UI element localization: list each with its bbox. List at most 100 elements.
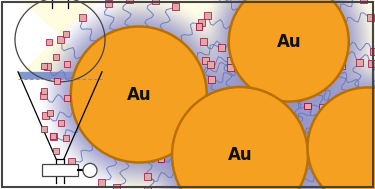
Circle shape <box>292 72 375 189</box>
Bar <box>273 64 280 70</box>
Bar <box>44 63 51 70</box>
Circle shape <box>163 78 317 189</box>
Bar <box>53 148 58 154</box>
Bar <box>319 104 326 111</box>
Bar <box>144 186 151 189</box>
Bar <box>198 19 205 26</box>
Circle shape <box>308 88 375 189</box>
Bar <box>202 57 209 64</box>
Bar <box>287 182 294 189</box>
Circle shape <box>291 71 375 189</box>
Bar <box>126 0 133 3</box>
Circle shape <box>62 18 216 171</box>
Circle shape <box>159 74 321 189</box>
Bar <box>41 125 47 132</box>
Circle shape <box>172 87 308 189</box>
Bar <box>42 164 78 176</box>
Circle shape <box>222 0 356 108</box>
Circle shape <box>224 0 354 107</box>
Circle shape <box>69 25 209 164</box>
Polygon shape <box>18 72 102 159</box>
Circle shape <box>165 80 315 189</box>
Circle shape <box>168 83 312 189</box>
Bar <box>293 123 300 130</box>
Circle shape <box>58 14 219 175</box>
Bar <box>180 75 187 82</box>
Circle shape <box>210 0 367 120</box>
Circle shape <box>227 0 350 103</box>
Circle shape <box>154 69 326 189</box>
Bar <box>64 95 70 101</box>
Bar <box>304 103 311 109</box>
Circle shape <box>170 85 310 189</box>
Bar <box>282 118 290 125</box>
Bar <box>41 63 47 69</box>
Bar <box>218 44 225 51</box>
Bar <box>252 95 258 101</box>
Bar <box>204 12 211 19</box>
Text: Au: Au <box>276 33 301 51</box>
Bar <box>368 60 375 67</box>
Bar <box>53 54 58 60</box>
Bar <box>360 0 367 3</box>
Bar <box>195 23 202 30</box>
Bar <box>50 133 56 139</box>
Bar <box>230 101 237 108</box>
Bar <box>222 114 228 120</box>
Bar <box>177 177 184 184</box>
Bar <box>314 75 321 82</box>
Bar <box>356 59 363 66</box>
Circle shape <box>158 73 322 189</box>
Circle shape <box>229 0 349 101</box>
Bar <box>214 145 221 152</box>
Bar <box>356 87 363 94</box>
Circle shape <box>156 71 324 189</box>
Circle shape <box>217 0 360 113</box>
Bar <box>189 170 196 177</box>
Circle shape <box>303 82 375 189</box>
Circle shape <box>166 82 314 189</box>
Bar <box>200 38 207 45</box>
Circle shape <box>301 81 375 189</box>
Bar <box>144 173 151 180</box>
Bar <box>338 63 345 70</box>
Bar <box>159 97 166 104</box>
Bar <box>322 115 330 122</box>
Circle shape <box>83 163 97 177</box>
Circle shape <box>304 84 375 189</box>
Text: Au: Au <box>126 85 151 104</box>
Circle shape <box>215 0 362 115</box>
Bar <box>98 179 105 186</box>
Bar <box>294 94 301 101</box>
Bar <box>278 144 285 151</box>
Circle shape <box>65 21 212 168</box>
Bar <box>79 14 86 21</box>
Bar <box>224 98 231 105</box>
Bar <box>63 135 69 141</box>
Circle shape <box>60 16 217 173</box>
Circle shape <box>288 67 375 189</box>
Bar <box>105 1 112 8</box>
Circle shape <box>67 23 210 166</box>
Bar <box>190 69 196 75</box>
Bar <box>299 80 306 87</box>
Bar <box>114 184 120 189</box>
Circle shape <box>212 0 365 118</box>
Polygon shape <box>13 0 107 79</box>
Circle shape <box>294 74 375 189</box>
Circle shape <box>209 0 369 122</box>
Circle shape <box>64 19 214 170</box>
Bar <box>40 92 47 99</box>
Bar <box>172 3 179 10</box>
Bar <box>333 109 340 116</box>
Bar <box>319 140 326 147</box>
Circle shape <box>151 66 329 189</box>
Bar <box>46 39 52 45</box>
Bar <box>58 120 64 126</box>
Circle shape <box>214 0 364 117</box>
Circle shape <box>51 7 226 182</box>
Circle shape <box>55 11 223 178</box>
Bar <box>329 176 336 183</box>
Bar <box>50 133 57 140</box>
Circle shape <box>296 76 375 189</box>
